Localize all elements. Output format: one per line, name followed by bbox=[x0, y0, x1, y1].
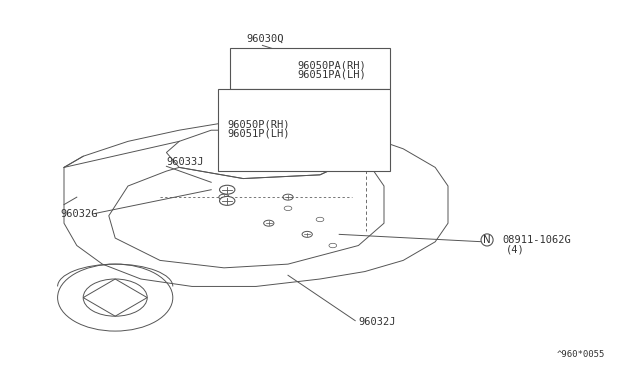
Text: 96030Q: 96030Q bbox=[247, 34, 284, 44]
Text: 96050P(RH): 96050P(RH) bbox=[227, 120, 290, 129]
Text: 08911-1062G: 08911-1062G bbox=[502, 235, 571, 245]
Text: N: N bbox=[483, 235, 491, 245]
Bar bbox=[218, 89, 390, 171]
Circle shape bbox=[283, 194, 293, 200]
Text: 96051PA(LH): 96051PA(LH) bbox=[298, 70, 366, 79]
Circle shape bbox=[219, 194, 229, 200]
Bar bbox=[230, 48, 390, 89]
Text: 96032J: 96032J bbox=[358, 317, 396, 327]
Text: (4): (4) bbox=[506, 244, 524, 254]
Text: 96033J: 96033J bbox=[166, 157, 204, 167]
Circle shape bbox=[302, 231, 312, 237]
Text: 96051P(LH): 96051P(LH) bbox=[227, 129, 290, 139]
Circle shape bbox=[220, 185, 235, 194]
Text: 96050PA(RH): 96050PA(RH) bbox=[298, 60, 366, 70]
Text: ^960*0055: ^960*0055 bbox=[557, 350, 605, 359]
Text: 96032G: 96032G bbox=[61, 209, 99, 219]
Circle shape bbox=[264, 220, 274, 226]
Circle shape bbox=[220, 196, 235, 205]
